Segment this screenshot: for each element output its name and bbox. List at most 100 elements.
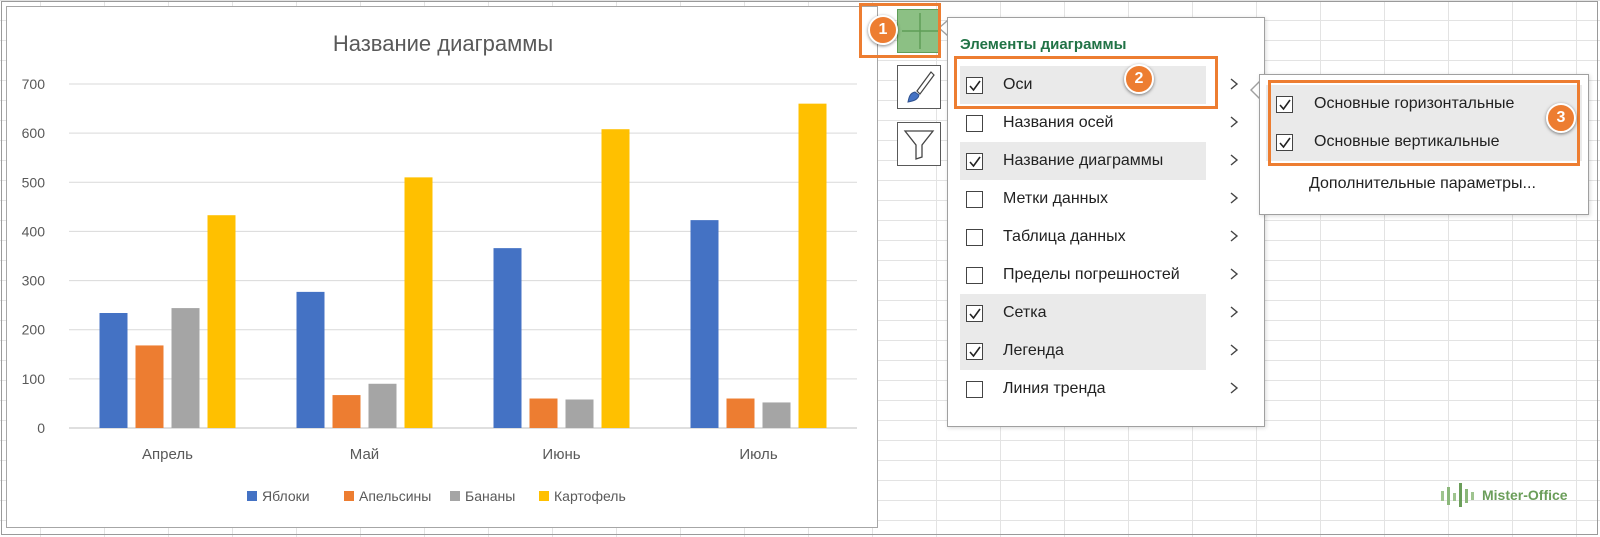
submenu-item-primary-vertical[interactable]: Основные вертикальные <box>1266 123 1582 161</box>
bar-2-3[interactable] <box>762 402 791 428</box>
chart-svg: Название диаграммы 0 100 200 300 400 500 600 700… <box>22 31 857 504</box>
checkmark-icon <box>1279 137 1291 149</box>
bar-3-0[interactable] <box>207 215 236 428</box>
menu-item-7[interactable]: Легенда <box>960 332 1206 370</box>
checkbox[interactable] <box>966 381 983 398</box>
y-tick-label: 100 <box>22 371 46 387</box>
bar-3-2[interactable] <box>601 129 630 428</box>
menu-item-label: Метки данных <box>1003 190 1108 207</box>
paintbrush-icon <box>907 71 935 103</box>
checkmark-icon <box>969 308 981 320</box>
bar-1-2[interactable] <box>529 398 558 428</box>
menu-item-0[interactable]: Оси <box>960 66 1206 104</box>
chart-styles-button[interactable] <box>897 65 941 109</box>
menu-item-1[interactable]: Названия осей <box>960 104 1206 142</box>
checkbox[interactable] <box>966 77 983 94</box>
menu-item-label: Оси <box>1003 76 1033 93</box>
menu-item-2[interactable]: Название диаграммы <box>960 142 1206 180</box>
bar-3-1[interactable] <box>404 177 433 428</box>
y-tick-label: 0 <box>37 420 45 436</box>
chart-filters-button[interactable] <box>897 122 941 166</box>
y-tick-label: 300 <box>22 273 46 289</box>
checkbox[interactable] <box>966 267 983 284</box>
submenu-item-primary-horizontal[interactable]: Основные горизонтальные <box>1266 85 1582 123</box>
legend-label[interactable]: Апельсины <box>359 488 431 504</box>
checkbox[interactable] <box>966 153 983 170</box>
menu-pointer-fill <box>940 21 948 35</box>
legend-label[interactable]: Картофель <box>554 488 626 504</box>
submenu-pointer-fill <box>1252 81 1261 99</box>
menu-item-label: Таблица данных <box>1003 228 1126 245</box>
logo-text: Mister-Office <box>1482 487 1568 503</box>
legend-swatch <box>344 491 354 501</box>
checkmark-icon <box>969 346 981 358</box>
logo: Mister-Office <box>1440 480 1568 510</box>
chevron-right-icon[interactable] <box>1227 77 1241 91</box>
bar-2-2[interactable] <box>565 399 594 428</box>
menu-item-label: Пределы погрешностей <box>1003 266 1180 283</box>
legend-swatch <box>450 491 460 501</box>
chevron-right-icon[interactable] <box>1227 153 1241 167</box>
menu-item-5[interactable]: Пределы погрешностей <box>960 256 1206 294</box>
chevron-right-icon[interactable] <box>1227 115 1241 129</box>
checkbox[interactable] <box>966 115 983 132</box>
step-badge-2: 2 <box>1124 64 1154 94</box>
legend-label[interactable]: Бананы <box>465 488 515 504</box>
bar-0-3[interactable] <box>690 220 719 428</box>
chevron-right-icon[interactable] <box>1227 381 1241 395</box>
chevron-right-icon[interactable] <box>1227 191 1241 205</box>
checkbox[interactable] <box>966 305 983 322</box>
legend-label[interactable]: Яблоки <box>262 488 310 504</box>
menu-item-label: Сетка <box>1003 304 1047 321</box>
menu-item-label: Название диаграммы <box>1003 152 1164 169</box>
plus-icon <box>902 13 938 49</box>
chevron-right-icon[interactable] <box>1227 305 1241 319</box>
chevron-right-icon[interactable] <box>1227 267 1241 281</box>
filter-icon <box>903 130 935 160</box>
axes-submenu: Основные горизонтальные Основные вертика… <box>1259 74 1589 215</box>
chart-area[interactable]: Название диаграммы 0 100 200 300 400 500 600 700… <box>6 6 878 528</box>
x-tick-label: Апрель <box>142 446 193 463</box>
bar-0-1[interactable] <box>296 291 325 428</box>
y-tick-label: 700 <box>22 76 46 92</box>
bar-3-3[interactable] <box>798 103 827 429</box>
menu-item-6[interactable]: Сетка <box>960 294 1206 332</box>
y-tick-label: 500 <box>22 174 46 190</box>
bar-2-1[interactable] <box>368 383 397 428</box>
chart-title[interactable]: Название диаграммы <box>333 31 553 56</box>
legend-swatch <box>247 491 257 501</box>
menu-item-3[interactable]: Метки данных <box>960 180 1206 218</box>
bar-0-0[interactable] <box>99 313 128 428</box>
logo-bars-icon <box>1441 483 1474 507</box>
checkbox[interactable] <box>966 343 983 360</box>
menu-item-4[interactable]: Таблица данных <box>960 218 1206 256</box>
menu-title: Элементы диаграммы <box>960 36 1127 53</box>
menu-item-label: Линия тренда <box>1003 380 1106 397</box>
checkbox[interactable] <box>1276 134 1293 151</box>
bar-0-2[interactable] <box>493 248 522 428</box>
legend-swatch <box>539 491 549 501</box>
chart-elements-button[interactable] <box>897 9 941 53</box>
y-tick-label: 400 <box>22 223 46 239</box>
x-tick-label: Июнь <box>542 446 580 463</box>
y-tick-label: 600 <box>22 125 46 141</box>
menu-item-label: Легенда <box>1003 342 1064 359</box>
bar-1-0[interactable] <box>135 345 164 428</box>
menu-item-8[interactable]: Линия тренда <box>960 370 1206 408</box>
checkbox[interactable] <box>1276 96 1293 113</box>
bar-1-1[interactable] <box>332 395 361 428</box>
checkbox[interactable] <box>966 191 983 208</box>
x-tick-label: Июль <box>739 446 777 463</box>
bar-1-3[interactable] <box>726 398 755 428</box>
checkmark-icon <box>969 80 981 92</box>
more-options-link[interactable]: Дополнительные параметры... <box>1309 175 1536 192</box>
menu-item-label: Названия осей <box>1003 114 1114 131</box>
chevron-right-icon[interactable] <box>1227 343 1241 357</box>
bar-2-0[interactable] <box>171 308 200 428</box>
checkbox[interactable] <box>966 229 983 246</box>
chevron-right-icon[interactable] <box>1227 229 1241 243</box>
submenu-item-label: Основные горизонтальные <box>1314 95 1515 112</box>
step-badge-3: 3 <box>1546 103 1576 133</box>
step-badge-1: 1 <box>868 15 898 45</box>
checkmark-icon <box>969 156 981 168</box>
